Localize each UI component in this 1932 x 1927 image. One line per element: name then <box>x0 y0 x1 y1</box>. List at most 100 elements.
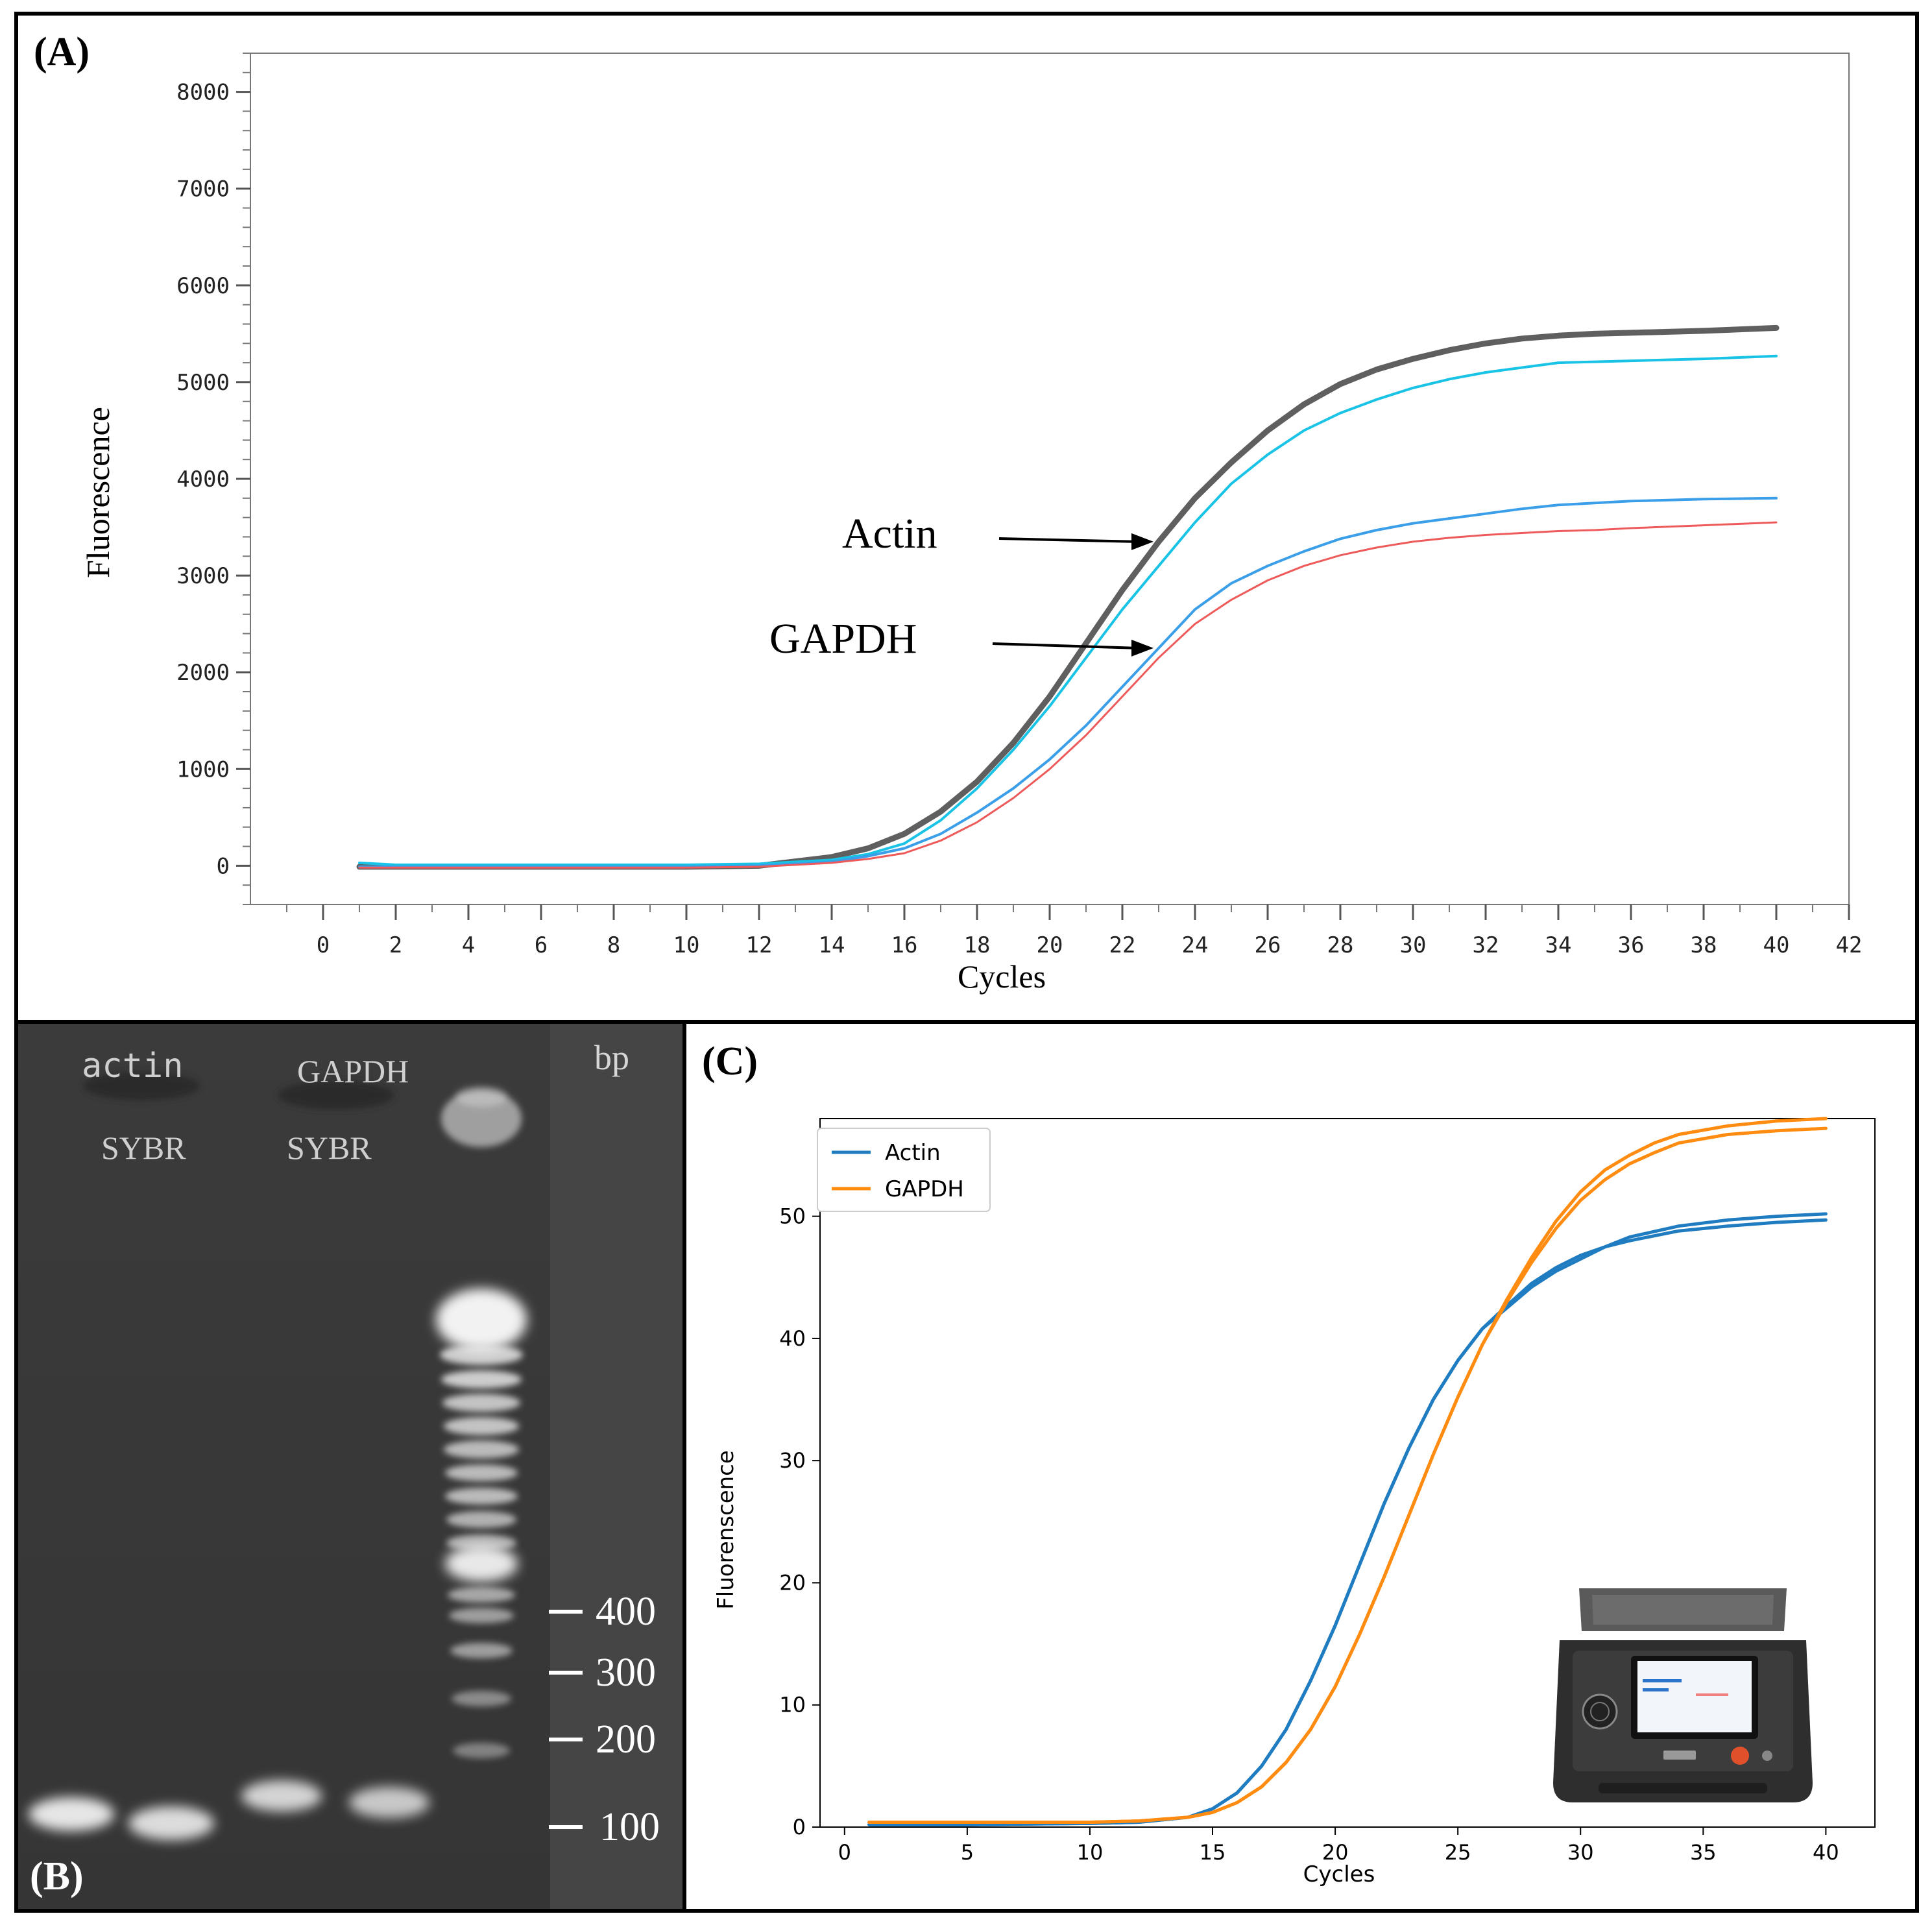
well-3 <box>278 1081 394 1109</box>
y-tick-label: 1000 <box>176 757 230 782</box>
ladder-band-11 <box>445 1545 518 1582</box>
lane-label-sybr-1: SYBR <box>101 1130 186 1166</box>
ladder-band-14 <box>450 1643 513 1658</box>
ladder-band-6 <box>444 1440 519 1459</box>
annotation-actin: Actin <box>842 510 937 557</box>
x-tick-label: 42 <box>1836 932 1863 958</box>
ladder-band-1 <box>436 1289 527 1351</box>
annotation-arrow-head <box>1131 639 1153 657</box>
x-tick-label: 40 <box>1813 1840 1839 1865</box>
band-actin-2 <box>128 1806 214 1840</box>
y-tick-label: 7000 <box>176 176 230 202</box>
band-actin-1 <box>29 1797 114 1831</box>
panel-c-label: (C) <box>702 1039 758 1084</box>
x-tick-label: 40 <box>1763 932 1790 958</box>
chart-a-xlabel: Cycles <box>958 958 1046 995</box>
chart-a-ticks: 0 2 4 6 8 10 12 14 16 18 20 22 24 26 28 30 32 34 36 38 40 420… <box>176 53 1862 958</box>
x-tick-label: 35 <box>1690 1840 1717 1865</box>
legend-box <box>817 1128 991 1212</box>
panel-b-label: (B) <box>30 1854 84 1898</box>
well-1 <box>83 1072 200 1100</box>
annotation-arrow-line <box>992 642 1137 649</box>
x-tick-label: 5 <box>961 1840 974 1865</box>
x-tick-label: 18 <box>964 932 991 958</box>
x-tick-label: 0 <box>317 932 330 958</box>
chart-a-svg: 0 2 4 6 8 10 12 14 16 18 20 22 24 26 28 30 32 34 36 38 40 420… <box>34 30 1862 995</box>
y-tick-label: 8000 <box>176 80 230 106</box>
x-tick-label: 2 <box>389 932 402 958</box>
ladder-band-12 <box>448 1587 515 1603</box>
device-lid-inner <box>1592 1595 1774 1625</box>
y-tick-label: 0 <box>793 1815 806 1839</box>
ladder-band-13 <box>449 1608 514 1623</box>
band-gapdh-1 <box>241 1780 322 1812</box>
y-tick-label: 5000 <box>176 370 230 396</box>
x-tick-label: 20 <box>1322 1840 1349 1865</box>
ladder-band-5 <box>444 1417 519 1435</box>
device-port <box>1663 1751 1696 1760</box>
ladder-label-400: 400 <box>596 1590 656 1634</box>
y-tick-label: 3000 <box>176 563 230 589</box>
chart-a-axes <box>250 53 1850 905</box>
y-tick-label: 20 <box>779 1570 806 1595</box>
chart-a-series-line-3 <box>358 521 1778 869</box>
x-tick-label: 14 <box>819 932 845 958</box>
x-tick-label: 10 <box>1077 1840 1104 1865</box>
x-tick-label: 15 <box>1200 1840 1226 1865</box>
x-tick-label: 8 <box>607 932 620 958</box>
chart-c-ticks: 0 5 10 15 20 25 30 35 40 0 10 20 30 40 50 <box>779 1204 1839 1865</box>
x-tick-label: 38 <box>1691 932 1717 958</box>
device-button-2 <box>1762 1751 1772 1761</box>
x-tick-label: 6 <box>535 932 548 958</box>
panel-c: 0 5 10 15 20 25 30 35 40 0 10 20 30 40 50 (C) Cycles F… <box>682 1020 1919 1913</box>
band-gapdh-2 <box>349 1787 429 1818</box>
y-tick-label: 6000 <box>176 273 230 299</box>
ladder-bands <box>436 1090 527 1758</box>
chart-a-arrows <box>992 533 1153 657</box>
chart-c-ylabel: Fluorenscence <box>713 1450 739 1610</box>
x-tick-label: 30 <box>1400 932 1427 958</box>
chart-a-series-line-2 <box>358 496 1778 868</box>
ladder-band-2 <box>440 1344 523 1365</box>
screen-line-2 <box>1643 1688 1669 1691</box>
ladder-label-200: 200 <box>596 1717 656 1762</box>
chart-c-legend: Actin GAPDH <box>817 1128 991 1212</box>
x-tick-label: 4 <box>462 932 475 958</box>
chart-c-svg: 0 5 10 15 20 25 30 35 40 0 10 20 30 40 50 (C) Cycles F… <box>702 1039 1876 1887</box>
ladder-band-10 <box>446 1534 516 1551</box>
chart-c-series <box>867 1117 1828 1826</box>
x-tick-label: 34 <box>1545 932 1572 958</box>
screen-line-1 <box>1643 1679 1682 1682</box>
device-handle <box>1599 1783 1767 1793</box>
lane-label-actin: actin <box>82 1047 184 1085</box>
x-tick-label: 24 <box>1182 932 1209 958</box>
x-tick-label: 25 <box>1445 1840 1471 1865</box>
x-tick-label: 10 <box>673 932 700 958</box>
y-tick-label: 40 <box>779 1326 806 1351</box>
x-tick-label: 16 <box>891 932 918 958</box>
x-tick-label: 28 <box>1327 932 1354 958</box>
ladder-band-4 <box>442 1394 520 1412</box>
ladder-band-3 <box>441 1370 522 1388</box>
device-fan-inner <box>1590 1702 1610 1721</box>
device-screen <box>1637 1661 1752 1732</box>
x-tick-label: 30 <box>1567 1840 1594 1865</box>
chart-c-series-line-3 <box>867 1117 1828 1824</box>
y-tick-label: 0 <box>217 853 230 879</box>
ladder-label-300: 300 <box>596 1651 656 1695</box>
ladder-band-0 <box>441 1090 522 1147</box>
ladder-band-8 <box>445 1488 518 1505</box>
y-tick-label: 4000 <box>176 467 230 492</box>
plot-area <box>250 53 1850 905</box>
x-tick-label: 22 <box>1109 932 1136 958</box>
y-tick-label: 30 <box>779 1448 806 1473</box>
ladder-band-15 <box>452 1691 511 1706</box>
gel-right-strip <box>550 1024 682 1909</box>
qpcr-device-illustration <box>1553 1588 1813 1802</box>
panel-a-label: (A) <box>34 30 90 74</box>
y-tick-label: 2000 <box>176 660 230 686</box>
x-tick-label: 26 <box>1255 932 1281 958</box>
x-tick-label: 36 <box>1618 932 1645 958</box>
y-tick-label: 10 <box>779 1693 806 1717</box>
gel-image: actin GAPDH bp SYBR SYBR 400 300 200 100… <box>18 1024 682 1909</box>
